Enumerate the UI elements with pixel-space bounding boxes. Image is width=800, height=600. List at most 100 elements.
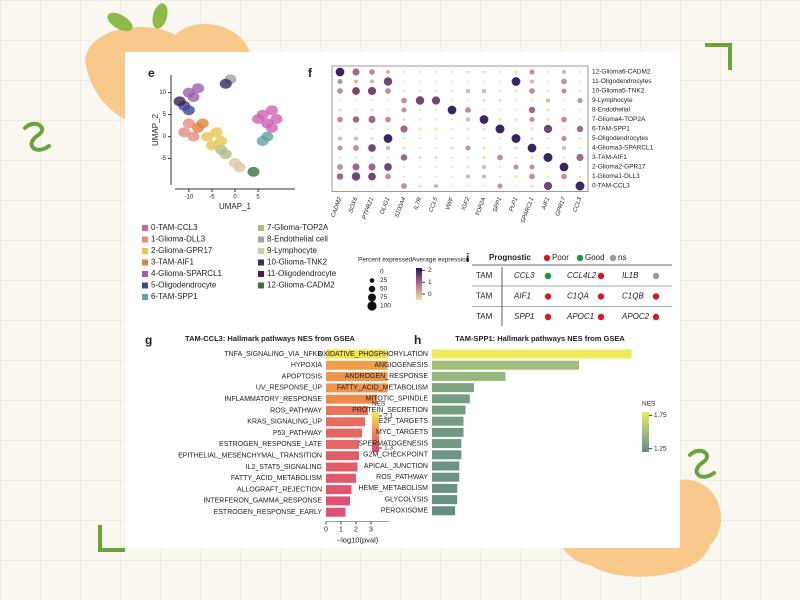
expression-dot bbox=[576, 153, 584, 162]
expression-dot bbox=[370, 127, 374, 131]
expression-dot bbox=[513, 164, 519, 170]
expression-dot bbox=[401, 183, 407, 189]
expression-dot bbox=[434, 156, 438, 159]
size-legend-label: 100 bbox=[380, 303, 391, 310]
expression-dot bbox=[529, 164, 535, 170]
bar bbox=[326, 383, 388, 393]
expression-dot bbox=[466, 184, 470, 188]
expression-dot bbox=[511, 77, 521, 86]
expression-dot bbox=[465, 174, 471, 179]
bar bbox=[432, 349, 632, 359]
gene-label: VWF bbox=[445, 196, 455, 211]
expression-dot bbox=[481, 164, 487, 170]
expression-dot bbox=[434, 146, 438, 150]
legend-label: 8-Endothelial cell bbox=[267, 235, 328, 244]
legend-swatch bbox=[142, 271, 148, 277]
expression-dot bbox=[450, 70, 454, 74]
legend-label: 10-Glioma-TNK2 bbox=[267, 258, 328, 267]
prognostic-dot bbox=[544, 272, 552, 280]
expression-dot bbox=[498, 118, 502, 121]
expression-dot bbox=[385, 145, 391, 151]
expression-dot bbox=[543, 181, 553, 191]
bar bbox=[326, 406, 368, 415]
expression-dot bbox=[546, 108, 550, 112]
size-legend-label: 0 bbox=[380, 269, 384, 276]
pathway-label: P53_PATHWAY bbox=[273, 430, 322, 437]
expression-dot bbox=[497, 183, 503, 189]
expression-dot bbox=[338, 127, 342, 131]
expression-dot bbox=[466, 156, 470, 159]
expression-dot bbox=[466, 80, 470, 83]
gene-label: SPP1 bbox=[492, 197, 503, 213]
legend-dot bbox=[543, 254, 551, 262]
expression-dot bbox=[527, 143, 537, 153]
pathway-label: IL2_STAT5_SIGNALING bbox=[246, 464, 322, 471]
legend-swatch bbox=[258, 271, 264, 277]
legend-label: 9-Lymphocyte bbox=[267, 246, 318, 255]
expression-dot bbox=[543, 153, 553, 162]
pathway-label: FATTY_ACID_METABOLISM bbox=[231, 475, 322, 482]
bar bbox=[326, 473, 356, 483]
expression-dot bbox=[370, 137, 374, 140]
size-legend-dot bbox=[368, 293, 376, 302]
expression-dot bbox=[369, 79, 375, 84]
expression-dot bbox=[447, 105, 457, 115]
row-label: 1-Glioma1-DLL3 bbox=[592, 173, 640, 180]
pathway-label: GLYCOLYSIS bbox=[385, 496, 429, 503]
colorbar-label: 1.3 bbox=[384, 445, 393, 452]
expression-dot bbox=[543, 124, 553, 134]
row-label: 7-Glioma4-TOP2A bbox=[592, 116, 646, 123]
expression-dot bbox=[354, 156, 358, 159]
expression-dot bbox=[466, 70, 470, 74]
pathway-label: G2M_CHECKPOINT bbox=[363, 452, 429, 459]
expression-dot bbox=[482, 137, 486, 140]
pathway-label: ROS_PATHWAY bbox=[376, 474, 428, 481]
legend-title: Prognostic bbox=[489, 253, 531, 262]
expression-dot bbox=[482, 80, 486, 83]
expression-dot bbox=[465, 107, 471, 113]
expression-dot bbox=[418, 175, 422, 178]
gene-label: CCL5 bbox=[428, 196, 439, 213]
expression-dot bbox=[368, 163, 376, 171]
colorbar-title: NES bbox=[372, 401, 386, 408]
pathway-label: APICAL_JUNCTION bbox=[364, 463, 428, 470]
umap-cluster-point bbox=[201, 131, 214, 142]
expression-dot bbox=[561, 78, 567, 85]
expression-dot bbox=[578, 146, 582, 150]
expression-dot bbox=[434, 118, 438, 121]
expression-dot bbox=[546, 70, 550, 74]
gene-label: CCL3 bbox=[572, 196, 583, 213]
expression-dot bbox=[354, 99, 358, 102]
expression-dot bbox=[338, 156, 342, 159]
legend-label: 2-Glioma-GPR17 bbox=[151, 246, 213, 255]
legend-swatch bbox=[258, 225, 264, 231]
squiggle bbox=[688, 448, 716, 479]
expression-dot bbox=[434, 175, 438, 178]
expression-dot bbox=[352, 68, 360, 76]
pathway-label: MITOTIC_SPINDLE bbox=[366, 396, 429, 403]
color-legend-label: 2 bbox=[428, 267, 432, 274]
legend-dot bbox=[609, 254, 617, 262]
expression-dot bbox=[418, 165, 422, 169]
pathway-label: E2F_TARGETS bbox=[379, 418, 429, 425]
row-label: 0-TAM-CCL3 bbox=[592, 183, 630, 190]
expression-dot bbox=[529, 69, 535, 75]
umap-cluster-point bbox=[219, 149, 232, 160]
expression-dot bbox=[546, 146, 550, 150]
legend-label: Good bbox=[585, 253, 605, 262]
expression-dot bbox=[418, 184, 422, 188]
legend-swatch bbox=[258, 259, 264, 266]
size-legend-label: 75 bbox=[380, 294, 388, 301]
corner-bracket bbox=[705, 43, 732, 70]
color-legend-title: Average expression bbox=[412, 257, 470, 264]
corner-bracket bbox=[98, 525, 125, 552]
gene-label: SOX6 bbox=[348, 196, 359, 214]
prognostic-dot bbox=[597, 272, 605, 280]
expression-dot bbox=[529, 173, 535, 180]
expression-dot bbox=[401, 97, 407, 104]
expression-dot bbox=[402, 146, 406, 150]
panel-letter: e bbox=[148, 66, 155, 80]
expression-dot bbox=[434, 108, 438, 112]
expression-dot bbox=[354, 184, 358, 188]
legend-label: Poor bbox=[552, 253, 569, 262]
